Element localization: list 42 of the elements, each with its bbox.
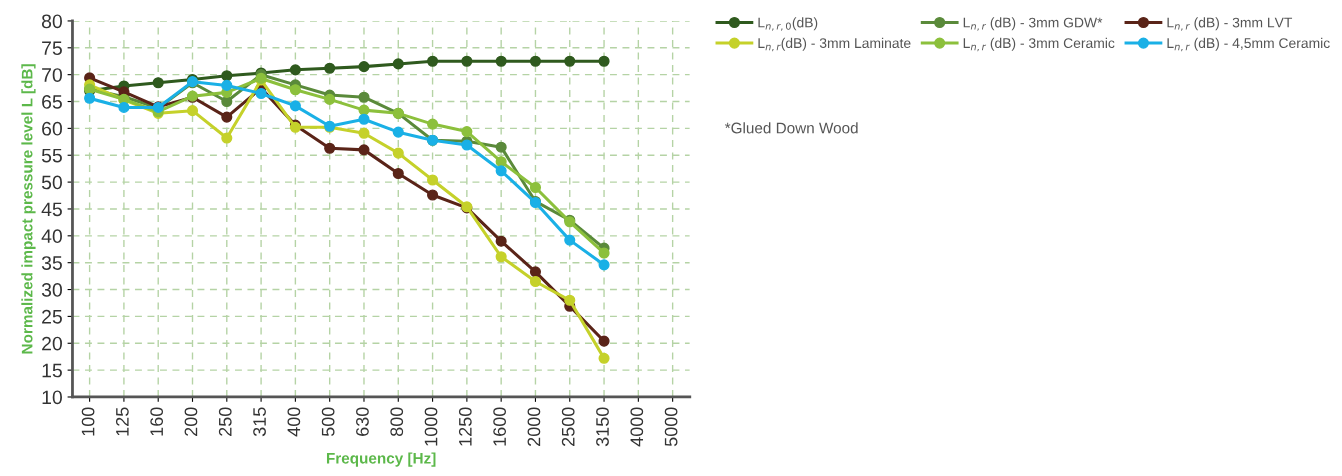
x-tick-label: 1600 <box>493 407 507 446</box>
y-tick-label: 75 <box>42 41 62 56</box>
x-tick-label: 400 <box>287 407 301 437</box>
x-tick-label: 5000 <box>664 407 678 447</box>
y-tick-label: 25 <box>42 309 62 324</box>
x-tick-label: 800 <box>390 407 404 437</box>
x-tick-label: 250 <box>218 407 232 436</box>
y-tick-label: 60 <box>42 121 62 136</box>
y-tick-label: 65 <box>42 94 62 109</box>
x-tick-label: 315 <box>253 407 266 437</box>
x-tick-label: 2500 <box>561 407 575 446</box>
y-tick-label: 30 <box>41 283 62 297</box>
y-axis-title: Normalized impact pressure level L [dB] <box>21 64 36 354</box>
x-tick-label: 100 <box>81 407 95 436</box>
y-tick-label: 80 <box>41 14 62 29</box>
x-tick-label: 160 <box>150 407 164 436</box>
legend-label: L$_{n,r}$(dB) - 3mm Laminate <box>758 37 911 52</box>
y-tick-label: 55 <box>41 148 62 163</box>
x-tick-label: 200 <box>184 407 198 436</box>
legend-label: L$_{n,r}$ (dB) - 3mm GDW* <box>963 17 1103 31</box>
legend-label: L$_{n,r}$ (dB) - 3mm Ceramic <box>963 37 1115 52</box>
y-tick-label: 50 <box>41 175 62 190</box>
x-tick-label: 2000 <box>527 407 541 446</box>
x-tick-label: 4000 <box>630 407 644 447</box>
y-tick-label: 10 <box>42 390 62 405</box>
y-tick-label: 45 <box>41 202 62 217</box>
x-axis-title: Frequency [Hz] <box>326 452 436 467</box>
x-tick-label: 1250 <box>458 407 472 446</box>
y-tick-label: 35 <box>41 256 62 270</box>
x-tick-label: 3150 <box>596 407 609 447</box>
x-tick-label: 125 <box>115 407 129 436</box>
legend-label: L$_{n,r,0}$(dB) <box>758 17 818 31</box>
y-tick-label: 40 <box>41 229 62 244</box>
x-tick-label: 500 <box>321 407 335 437</box>
y-tick-label: 20 <box>42 336 62 351</box>
text: *Glued Down Wood <box>724 122 858 134</box>
legend-label: L$_{n,r}$ (dB) - 3mm LVT <box>1167 17 1293 31</box>
x-tick-label: 630 <box>356 407 369 436</box>
y-tick-label: 70 <box>42 68 62 82</box>
x-tick-label: 1000 <box>424 407 438 446</box>
y-tick-label: 15 <box>42 363 62 378</box>
legend-label: L$_{n,r}$ (dB) - 4,5mm Ceramic <box>1167 37 1330 52</box>
